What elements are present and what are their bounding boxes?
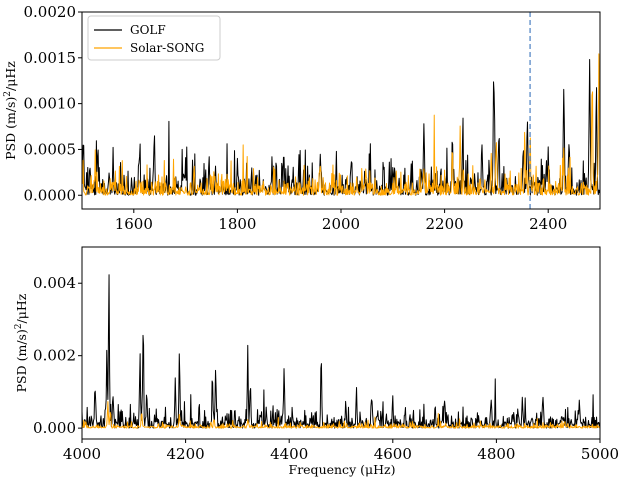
axes-frame — [81, 246, 601, 440]
x-tick-label: 2000 — [322, 215, 360, 233]
plot-area — [82, 53, 600, 196]
x-tick-label: 4000 — [63, 445, 101, 463]
series-line-golf — [82, 58, 600, 196]
x-tick-label: 1600 — [115, 215, 153, 233]
x-tick-label: 4600 — [374, 445, 412, 463]
legend: GOLF Solar-SONG — [87, 15, 221, 61]
y-tick-label: 0.0005 — [24, 140, 77, 158]
series-line-golf — [82, 274, 600, 429]
y-tick-label: 0.0010 — [24, 95, 77, 113]
series-line-solar-song — [82, 401, 600, 429]
y-tick-label: 0.000 — [33, 419, 76, 437]
x-tick-label: 5000 — [581, 445, 619, 463]
plot-area — [82, 274, 600, 429]
x-tick-label: 4400 — [270, 445, 308, 463]
x-axis-label: Frequency (μHz) — [289, 462, 396, 477]
x-tick-label: 2400 — [529, 215, 567, 233]
y-tick-label: 0.0000 — [24, 186, 77, 204]
legend-label: Solar-SONG — [130, 41, 204, 55]
series-line-solar-song — [82, 53, 600, 196]
bottom-panel: 4000 4200 4400 4600 4800 5000 0.000 0.002 0.004P… — [14, 246, 619, 463]
top-panel: 1600 1800 2000 2200 2400 0.0000 0.0005 0.0010 0.… — [3, 3, 601, 233]
x-tick-label: 2200 — [426, 215, 464, 233]
x-tick-label: 4200 — [167, 445, 205, 463]
y-tick-label: 0.002 — [33, 347, 76, 365]
y-tick-label: 0.0015 — [24, 49, 77, 67]
y-axis-label: PSD (m/s)2/μHz — [3, 61, 18, 160]
legend-label: GOLF — [130, 23, 166, 37]
legend-box — [87, 15, 221, 61]
x-tick-label: 4800 — [477, 445, 515, 463]
y-axis-label: PSD (m/s)2/μHz — [14, 293, 29, 392]
x-tick-label: 1800 — [218, 215, 256, 233]
y-tick-label: 0.0020 — [24, 3, 77, 21]
y-tick-label: 0.004 — [33, 274, 76, 292]
